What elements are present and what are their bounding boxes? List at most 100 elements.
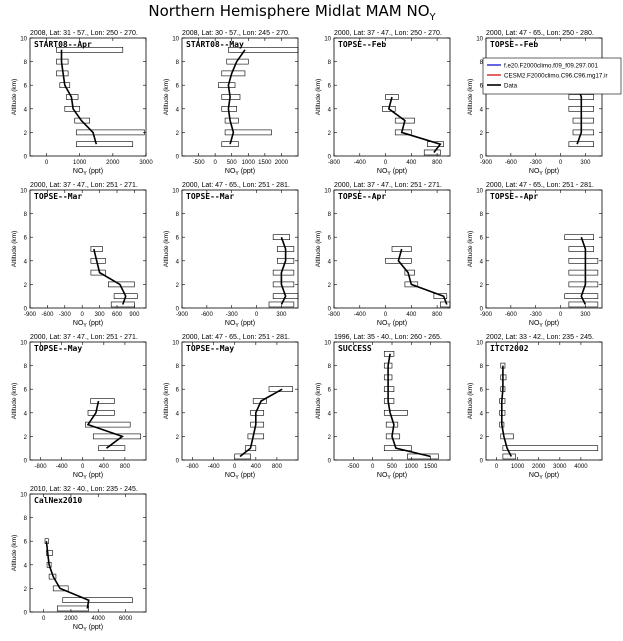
y-tick-label: 2 <box>328 131 332 137</box>
y-tick-label: 6 <box>328 236 332 242</box>
x-tick-label: 2000 <box>106 160 120 166</box>
y-tick-label: 2 <box>176 283 180 289</box>
spread-box <box>568 257 599 264</box>
data-profile-line <box>227 49 246 145</box>
x-axis-label: NOY (ppt) <box>73 168 103 177</box>
spread-box <box>268 386 294 393</box>
spread-box <box>85 421 131 428</box>
y-axis-label: Altitude (km) <box>11 79 18 115</box>
x-tick-label: -300 <box>530 160 543 166</box>
x-axis-label-subscript: Y <box>387 171 391 177</box>
x-tick-label: 800 <box>272 464 283 470</box>
x-tick-label: 300 <box>95 312 106 318</box>
x-tick-label: 800 <box>432 312 443 318</box>
data-profile-line <box>580 236 587 305</box>
x-axis-label-main: NO <box>73 168 84 175</box>
y-tick-label: 8 <box>176 60 180 66</box>
x-tick-label: -400 <box>208 464 221 470</box>
x-axis-label-unit: (ppt) <box>391 168 407 175</box>
panel-header: 2000, Lat: 37 - 47., Lon: 251 - 271. <box>30 182 138 189</box>
y-tick-label: 10 <box>324 341 331 347</box>
spread-box <box>568 246 595 252</box>
plot-frame <box>29 189 147 309</box>
x-axis-label-unit: (ppt) <box>87 624 103 631</box>
x-tick-label: 1500 <box>424 464 438 470</box>
campaign-label: START08--May <box>186 40 244 49</box>
y-axis-label: Altitude (km) <box>315 383 322 419</box>
x-tick-label: 0 <box>81 312 85 318</box>
x-tick-label: 2000 <box>64 616 78 622</box>
y-axis-label: Altitude (km) <box>163 383 170 419</box>
y-tick-label: 4 <box>328 411 332 417</box>
x-tick-label: 1500 <box>258 160 272 166</box>
plot-frame <box>485 189 603 309</box>
x-tick-label: -800 <box>328 312 341 318</box>
y-tick-label: 6 <box>176 236 180 242</box>
legend-label: CESM2.F2000climo.C96.C96.mg17.ir <box>504 73 608 80</box>
y-tick-label: 6 <box>480 84 484 90</box>
y-tick-label: 8 <box>24 516 28 522</box>
panel-2: 2008, Lat: 30 - 57., Lon: 245 - 270. STAR… <box>163 30 299 177</box>
y-tick-label: 4 <box>328 107 332 113</box>
y-tick-label: 0 <box>176 307 180 313</box>
plot-frame <box>181 189 299 309</box>
x-axis-label: NOY (ppt) <box>73 320 103 329</box>
data-profile-line <box>45 541 90 609</box>
y-tick-label: 6 <box>176 388 180 394</box>
x-tick-label: -500 <box>193 160 206 166</box>
y-tick-label: 0 <box>328 307 332 313</box>
x-axis-label: NOY (ppt) <box>529 472 559 481</box>
x-axis-label-subscript: Y <box>235 171 239 177</box>
legend-box <box>482 57 622 95</box>
y-tick-label: 6 <box>480 388 484 394</box>
y-tick-label: 10 <box>172 37 179 43</box>
y-tick-label: 2 <box>480 131 484 137</box>
y-tick-label: 10 <box>324 37 331 43</box>
spread-box <box>272 269 295 276</box>
y-tick-label: 10 <box>324 189 331 195</box>
plot-frame <box>181 341 299 461</box>
x-tick-label: 300 <box>580 160 591 166</box>
y-tick-label: 10 <box>476 189 483 195</box>
y-tick-label: 2 <box>480 435 484 441</box>
spread-box <box>433 293 448 300</box>
spread-box <box>110 301 135 308</box>
spread-box <box>564 234 595 240</box>
panel-10: 2000, Lat: 47 - 65., Lon: 251 - 281. TOPS… <box>163 334 299 481</box>
y-tick-label: 0 <box>176 459 180 465</box>
panel-header: 2000, Lat: 47 - 65., Lon: 251 - 281. <box>182 182 290 189</box>
x-axis-label-main: NO <box>377 472 388 479</box>
spread-box <box>76 141 134 147</box>
x-axis-label-subscript: Y <box>83 627 87 633</box>
x-tick-label: 0 <box>559 312 563 318</box>
legend: f.e20.F2000climo.f09_f09.297.001 CESM2.F2… <box>482 57 622 95</box>
x-axis-label: NOY (ppt) <box>529 320 559 329</box>
y-tick-label: 10 <box>20 37 27 43</box>
x-axis-label-subscript: Y <box>539 323 543 329</box>
panel-header: 2008, Lat: 31 - 57., Lon: 250 - 270. <box>30 30 138 37</box>
plot-frame <box>29 341 147 461</box>
y-tick-label: 0 <box>24 459 28 465</box>
x-tick-label: 500 <box>387 464 398 470</box>
panel-13: 2010, Lat: 32 - 40., Lon: 235 - 245. CalN… <box>11 486 147 633</box>
data-profile-line <box>239 388 283 458</box>
data-profile-line <box>576 84 583 145</box>
panel-8: 2000, Lat: 47 - 65., Lon: 251 - 281. TOPS… <box>467 182 603 329</box>
y-tick-label: 2 <box>24 587 28 593</box>
x-tick-label: 0 <box>495 464 499 470</box>
data-profile-line <box>60 49 98 145</box>
x-axis-label-unit: (ppt) <box>87 320 103 327</box>
spread-box <box>383 386 395 393</box>
spread-box <box>247 433 265 440</box>
y-tick-label: 2 <box>24 435 28 441</box>
x-tick-label: -300 <box>59 312 72 318</box>
x-axis-label-main: NO <box>225 320 236 327</box>
spread-box <box>56 46 124 53</box>
y-axis-label: Altitude (km) <box>315 231 322 267</box>
plot-frame <box>333 189 451 309</box>
x-tick-label: 400 <box>406 160 417 166</box>
y-tick-label: 6 <box>480 236 484 242</box>
y-tick-label: 0 <box>328 155 332 161</box>
y-tick-label: 4 <box>24 107 28 113</box>
x-tick-label: -300 <box>530 312 543 318</box>
